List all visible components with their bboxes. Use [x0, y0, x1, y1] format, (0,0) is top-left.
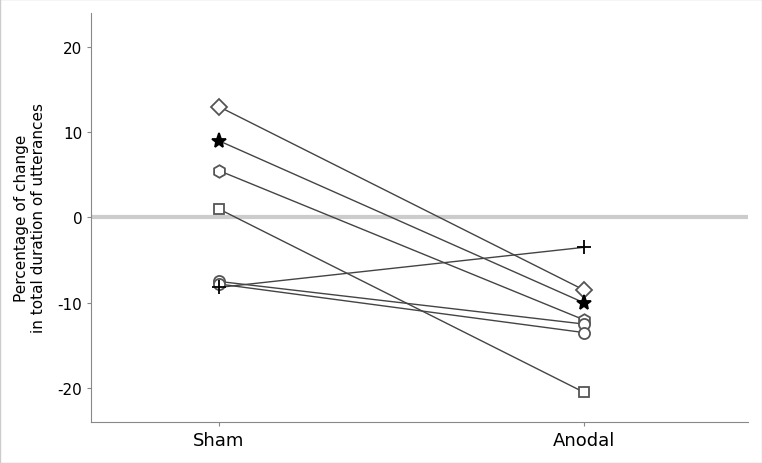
Y-axis label: Percentage of change
in total duration of utterances: Percentage of change in total duration o… [14, 103, 46, 333]
